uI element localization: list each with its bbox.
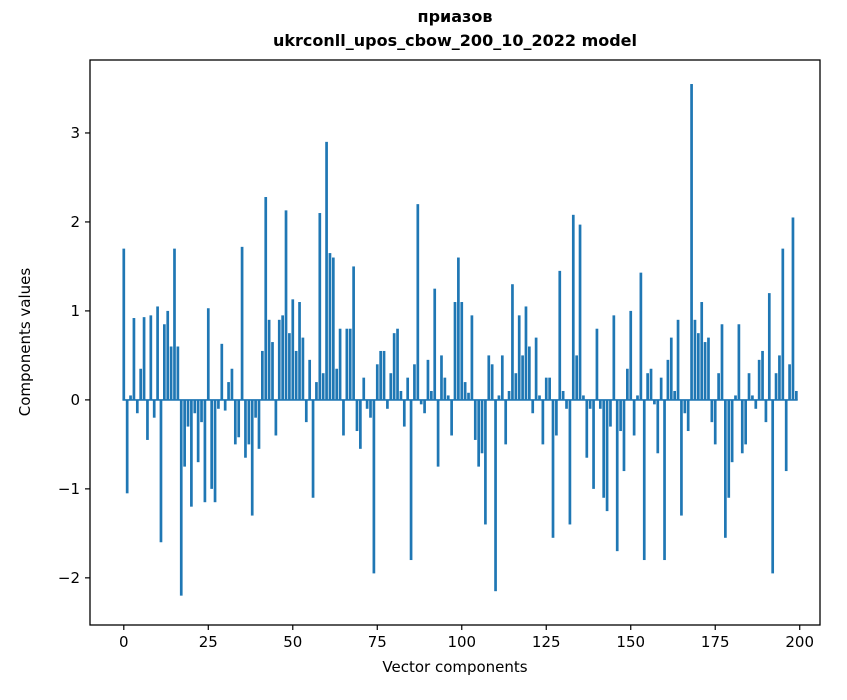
svg-text:2: 2 bbox=[70, 213, 80, 231]
svg-text:200: 200 bbox=[785, 633, 814, 651]
y-axis-label: Components values bbox=[16, 268, 34, 417]
svg-text:0: 0 bbox=[119, 633, 129, 651]
svg-text:0: 0 bbox=[70, 391, 80, 409]
x-axis-label: Vector components bbox=[382, 658, 527, 676]
plot-area: 0 25 50 75 100 125 150 175 200 −2 −1 0 1 2 3 bbox=[58, 59, 821, 651]
svg-text:−2: −2 bbox=[58, 569, 80, 587]
svg-text:3: 3 bbox=[70, 124, 80, 142]
svg-text:175: 175 bbox=[701, 633, 730, 651]
svg-text:25: 25 bbox=[199, 633, 218, 651]
svg-text:1: 1 bbox=[70, 302, 80, 320]
chart-subtitle: ukrconll_upos_cbow_200_10_2022 model bbox=[273, 31, 637, 50]
svg-text:−1: −1 bbox=[58, 480, 80, 498]
svg-text:150: 150 bbox=[616, 633, 645, 651]
svg-text:75: 75 bbox=[368, 633, 387, 651]
svg-text:50: 50 bbox=[283, 633, 302, 651]
svg-text:100: 100 bbox=[447, 633, 476, 651]
svg-text:125: 125 bbox=[532, 633, 561, 651]
chart-title: приазов bbox=[418, 7, 493, 26]
